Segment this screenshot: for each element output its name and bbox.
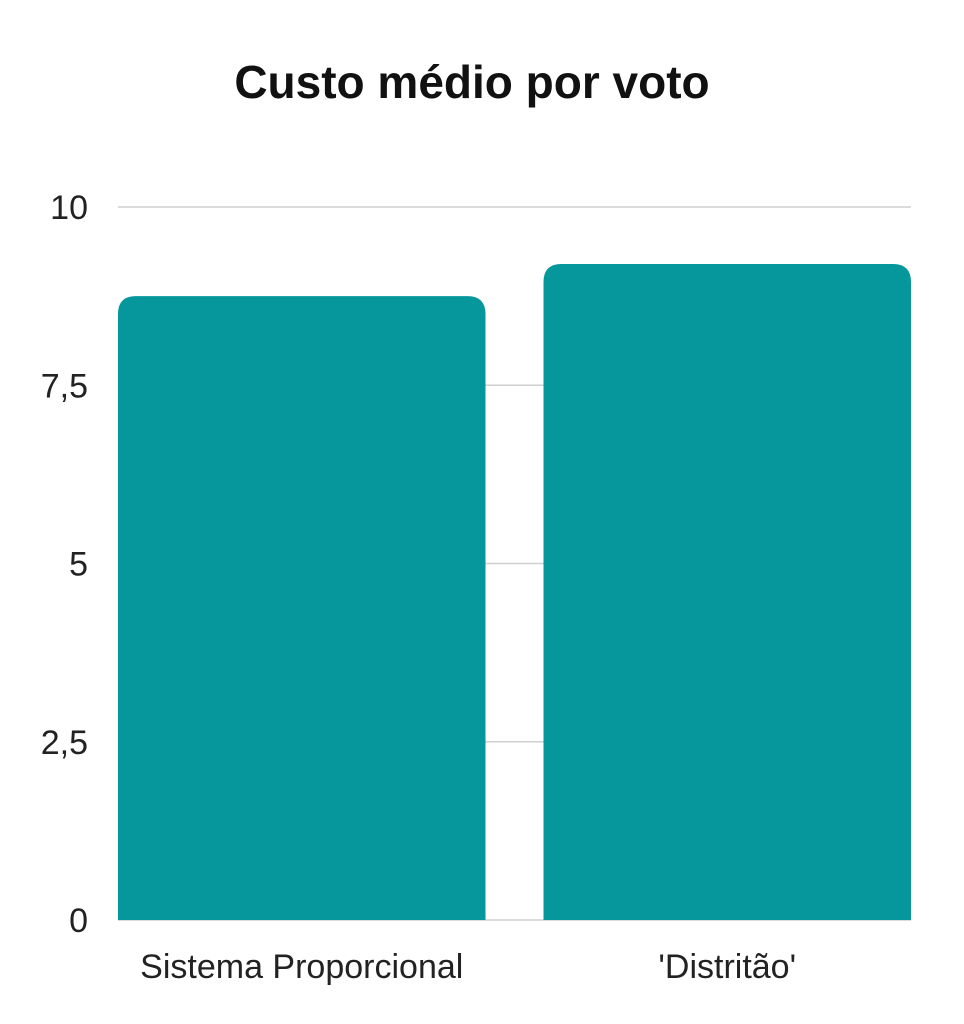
bars	[118, 264, 911, 920]
y-axis-ticks: 0 2,5 5 7,5 10	[41, 189, 88, 940]
x-axis-labels: Sistema Proporcional 'Distritão'	[140, 948, 796, 986]
bar	[543, 264, 911, 920]
y-tick-label: 0	[69, 902, 88, 940]
bar	[118, 296, 486, 920]
y-tick-label: 7,5	[41, 367, 88, 405]
x-category-label: Sistema Proporcional	[140, 948, 463, 986]
y-tick-label: 5	[69, 546, 88, 584]
chart-title: Custo médio por voto	[234, 56, 709, 108]
y-tick-label: 2,5	[41, 724, 88, 762]
x-category-label: 'Distritão'	[658, 948, 796, 986]
y-tick-label: 10	[50, 189, 88, 227]
